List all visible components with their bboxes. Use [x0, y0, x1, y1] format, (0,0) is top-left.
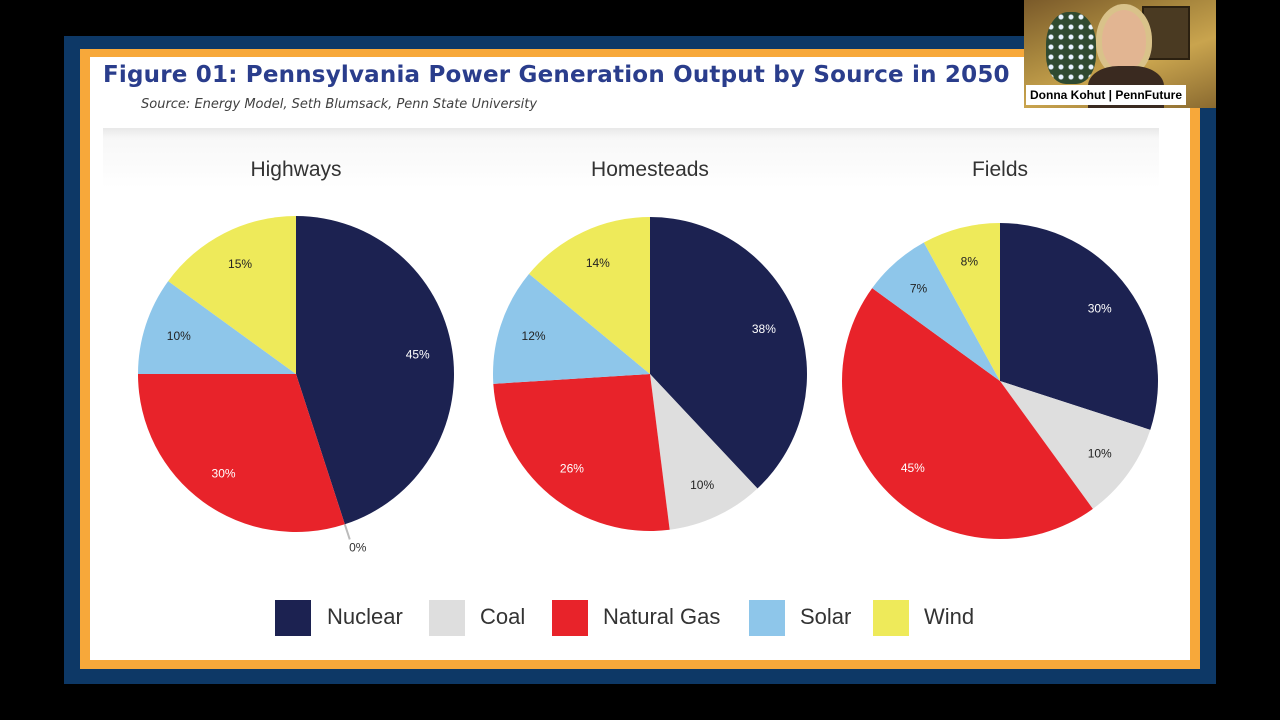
highways-label-nuclear: 45%	[406, 348, 430, 362]
fields-label-coal: 10%	[1088, 446, 1112, 460]
fields-slice-nuclear	[1000, 223, 1158, 430]
fields-slice-natural-gas	[841, 288, 1093, 540]
legend-swatch-nuclear	[275, 600, 311, 636]
homesteads-slice-natural-gas	[493, 374, 670, 531]
fields-label-nuclear: 30%	[1088, 302, 1112, 316]
legend-swatch-solar	[749, 600, 785, 636]
webcam-wall-art	[1142, 6, 1190, 60]
highways-slice-natural-gas	[138, 374, 345, 532]
legend-label-nuclear: Nuclear	[327, 604, 403, 629]
highways-label-coal: 0%	[349, 540, 367, 554]
homesteads-label-nuclear: 38%	[752, 322, 776, 336]
fields-slice-coal	[1000, 381, 1151, 509]
homesteads-slice-nuclear	[650, 217, 807, 489]
homesteads-pie-title: Homesteads	[591, 158, 709, 181]
highways-leader-coal	[343, 523, 351, 540]
legend-label-wind: Wind	[924, 604, 974, 629]
legend-label-solar: Solar	[800, 604, 851, 629]
highways-label-solar: 10%	[167, 329, 191, 343]
homesteads-slice-wind	[529, 217, 650, 374]
legend-swatch-wind	[873, 600, 909, 636]
fields-slice-wind	[923, 223, 1000, 381]
legend-label-coal: Coal	[480, 604, 525, 629]
webcam-person	[1102, 10, 1146, 70]
highways-label-natural-gas: 30%	[212, 467, 236, 481]
fields-label-natural-gas: 45%	[901, 461, 925, 475]
fields-label-wind: 8%	[961, 255, 979, 269]
legend-swatch-natural-gas	[552, 600, 588, 636]
figure-source: Source: Energy Model, Seth Blumsack, Pen…	[141, 97, 538, 112]
highways-pie-title: Highways	[250, 158, 341, 181]
webcam-tree	[1046, 12, 1096, 84]
homesteads-label-solar: 12%	[522, 329, 546, 343]
legend-label-natural-gas: Natural Gas	[603, 604, 720, 629]
participant-name-label: Donna Kohut | PennFuture	[1026, 85, 1187, 105]
homesteads-label-natural-gas: 26%	[560, 461, 584, 475]
highways-slice-nuclear	[296, 216, 454, 525]
highways-label-wind: 15%	[228, 257, 252, 271]
legend-swatch-coal	[429, 600, 465, 636]
homesteads-slice-coal	[650, 374, 758, 530]
homesteads-label-wind: 14%	[586, 256, 610, 270]
fields-slice-solar	[872, 242, 1000, 381]
highways-slice-wind	[168, 216, 296, 374]
homesteads-slice-solar	[493, 273, 650, 384]
fields-pie-title: Fields	[972, 158, 1028, 181]
homesteads-label-coal: 10%	[690, 478, 714, 492]
figure-title: Figure 01: Pennsylvania Power Generation…	[103, 62, 1010, 88]
highways-slice-solar	[138, 281, 296, 374]
fields-label-solar: 7%	[910, 282, 928, 296]
